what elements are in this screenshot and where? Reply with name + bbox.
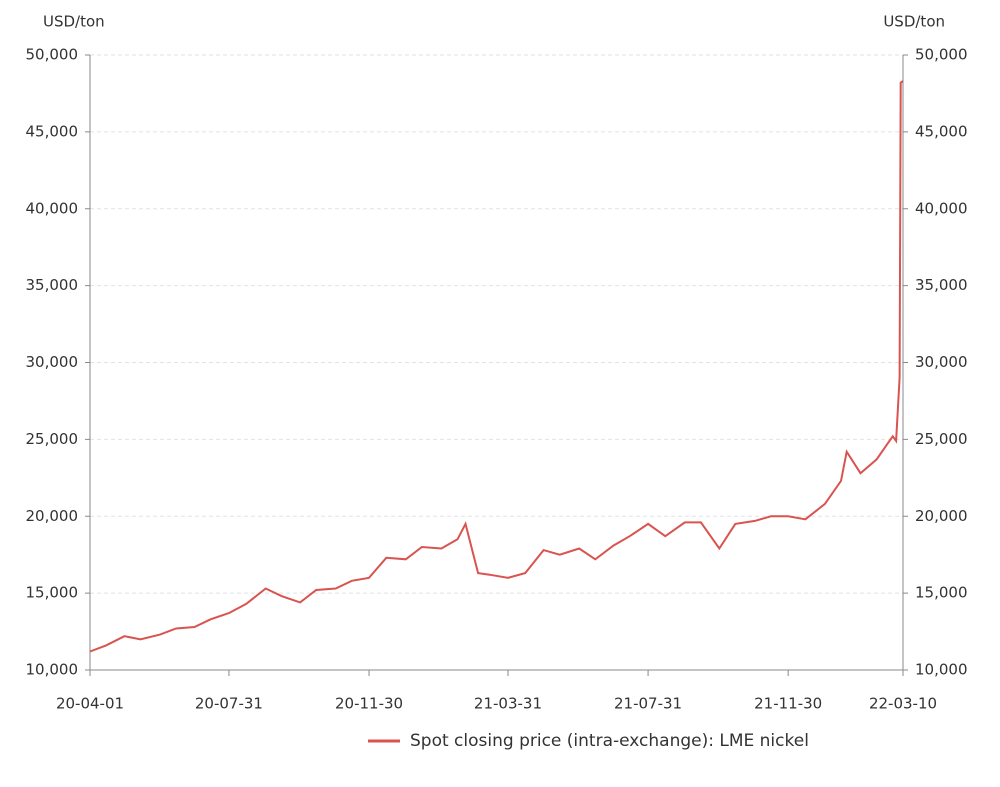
y2-tick-label: 50,000 (915, 46, 968, 64)
y-axis-title: USD/ton (43, 13, 105, 31)
y2-tick-label: 45,000 (915, 122, 968, 140)
y-tick-label: 30,000 (26, 353, 79, 371)
y-tick-label: 50,000 (26, 46, 79, 64)
y-tick-label: 25,000 (26, 430, 79, 448)
x-tick-label: 21-07-31 (614, 695, 682, 713)
y2-tick-label: 25,000 (915, 430, 968, 448)
y2-tick-label: 10,000 (915, 661, 968, 679)
y2-tick-label: 15,000 (915, 584, 968, 602)
legend-label: Spot closing price (intra-exchange): LME… (410, 731, 809, 751)
y-tick-label: 20,000 (26, 507, 79, 525)
y2-tick-label: 20,000 (915, 507, 968, 525)
y-tick-label: 40,000 (26, 199, 79, 217)
y-tick-label: 45,000 (26, 122, 79, 140)
y2-tick-label: 35,000 (915, 276, 968, 294)
series-line (89, 80, 904, 653)
x-tick-label: 20-07-31 (195, 695, 263, 713)
y2-axis-title: USD/ton (883, 13, 945, 31)
y-tick-label: 10,000 (26, 661, 79, 679)
x-tick-label: 20-11-30 (335, 695, 403, 713)
y2-tick-label: 40,000 (915, 199, 968, 217)
x-tick-label: 22-03-10 (869, 695, 937, 713)
y-tick-label: 35,000 (26, 276, 79, 294)
x-tick-label: 20-04-01 (56, 695, 124, 713)
x-tick-label: 21-11-30 (754, 695, 822, 713)
y2-tick-label: 30,000 (915, 353, 968, 371)
y-tick-label: 15,000 (26, 584, 79, 602)
x-tick-label: 21-03-31 (474, 695, 542, 713)
